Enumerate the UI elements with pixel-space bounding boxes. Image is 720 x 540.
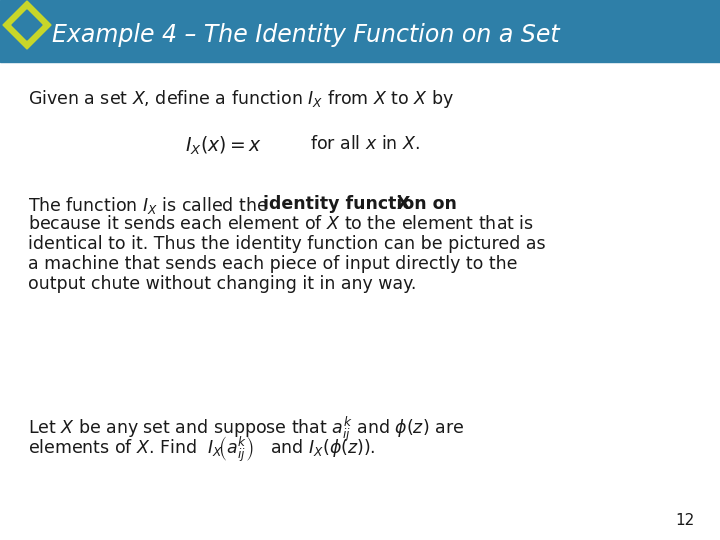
Text: Let $X$ be any set and suppose that $a_{ij}^{k}$ and $\phi(z)$ are: Let $X$ be any set and suppose that $a_{… bbox=[28, 415, 464, 444]
Text: output chute without changing it in any way.: output chute without changing it in any … bbox=[28, 275, 416, 293]
Text: elements of $X$. Find  $I_X\!\left(a_{ij}^{k}\right)$   and $I_X(\phi(z))$.: elements of $X$. Find $I_X\!\left(a_{ij}… bbox=[28, 435, 376, 464]
Polygon shape bbox=[12, 10, 42, 40]
Text: a machine that sends each piece of input directly to the: a machine that sends each piece of input… bbox=[28, 255, 518, 273]
Polygon shape bbox=[3, 1, 51, 49]
Text: because it sends each element of $X$ to the element that is: because it sends each element of $X$ to … bbox=[28, 215, 534, 233]
Text: $I_X(x) = x$: $I_X(x) = x$ bbox=[185, 135, 262, 157]
Text: Example 4 – The Identity Function on a Set: Example 4 – The Identity Function on a S… bbox=[52, 23, 559, 47]
Text: $\mathbf{X}$: $\mathbf{X}$ bbox=[396, 195, 411, 213]
Text: identical to it. Thus the identity function can be pictured as: identical to it. Thus the identity funct… bbox=[28, 235, 546, 253]
Bar bbox=[0, 0, 720, 62]
Text: identity function on: identity function on bbox=[263, 195, 463, 213]
Text: for all $x$ in $X$.: for all $x$ in $X$. bbox=[310, 135, 420, 153]
Text: Given a set $X$, define a function $I_X$ from $X$ to $X$ by: Given a set $X$, define a function $I_X$… bbox=[28, 88, 454, 110]
Text: The function $I_X$ is called the: The function $I_X$ is called the bbox=[28, 195, 269, 216]
Text: 12: 12 bbox=[676, 513, 695, 528]
